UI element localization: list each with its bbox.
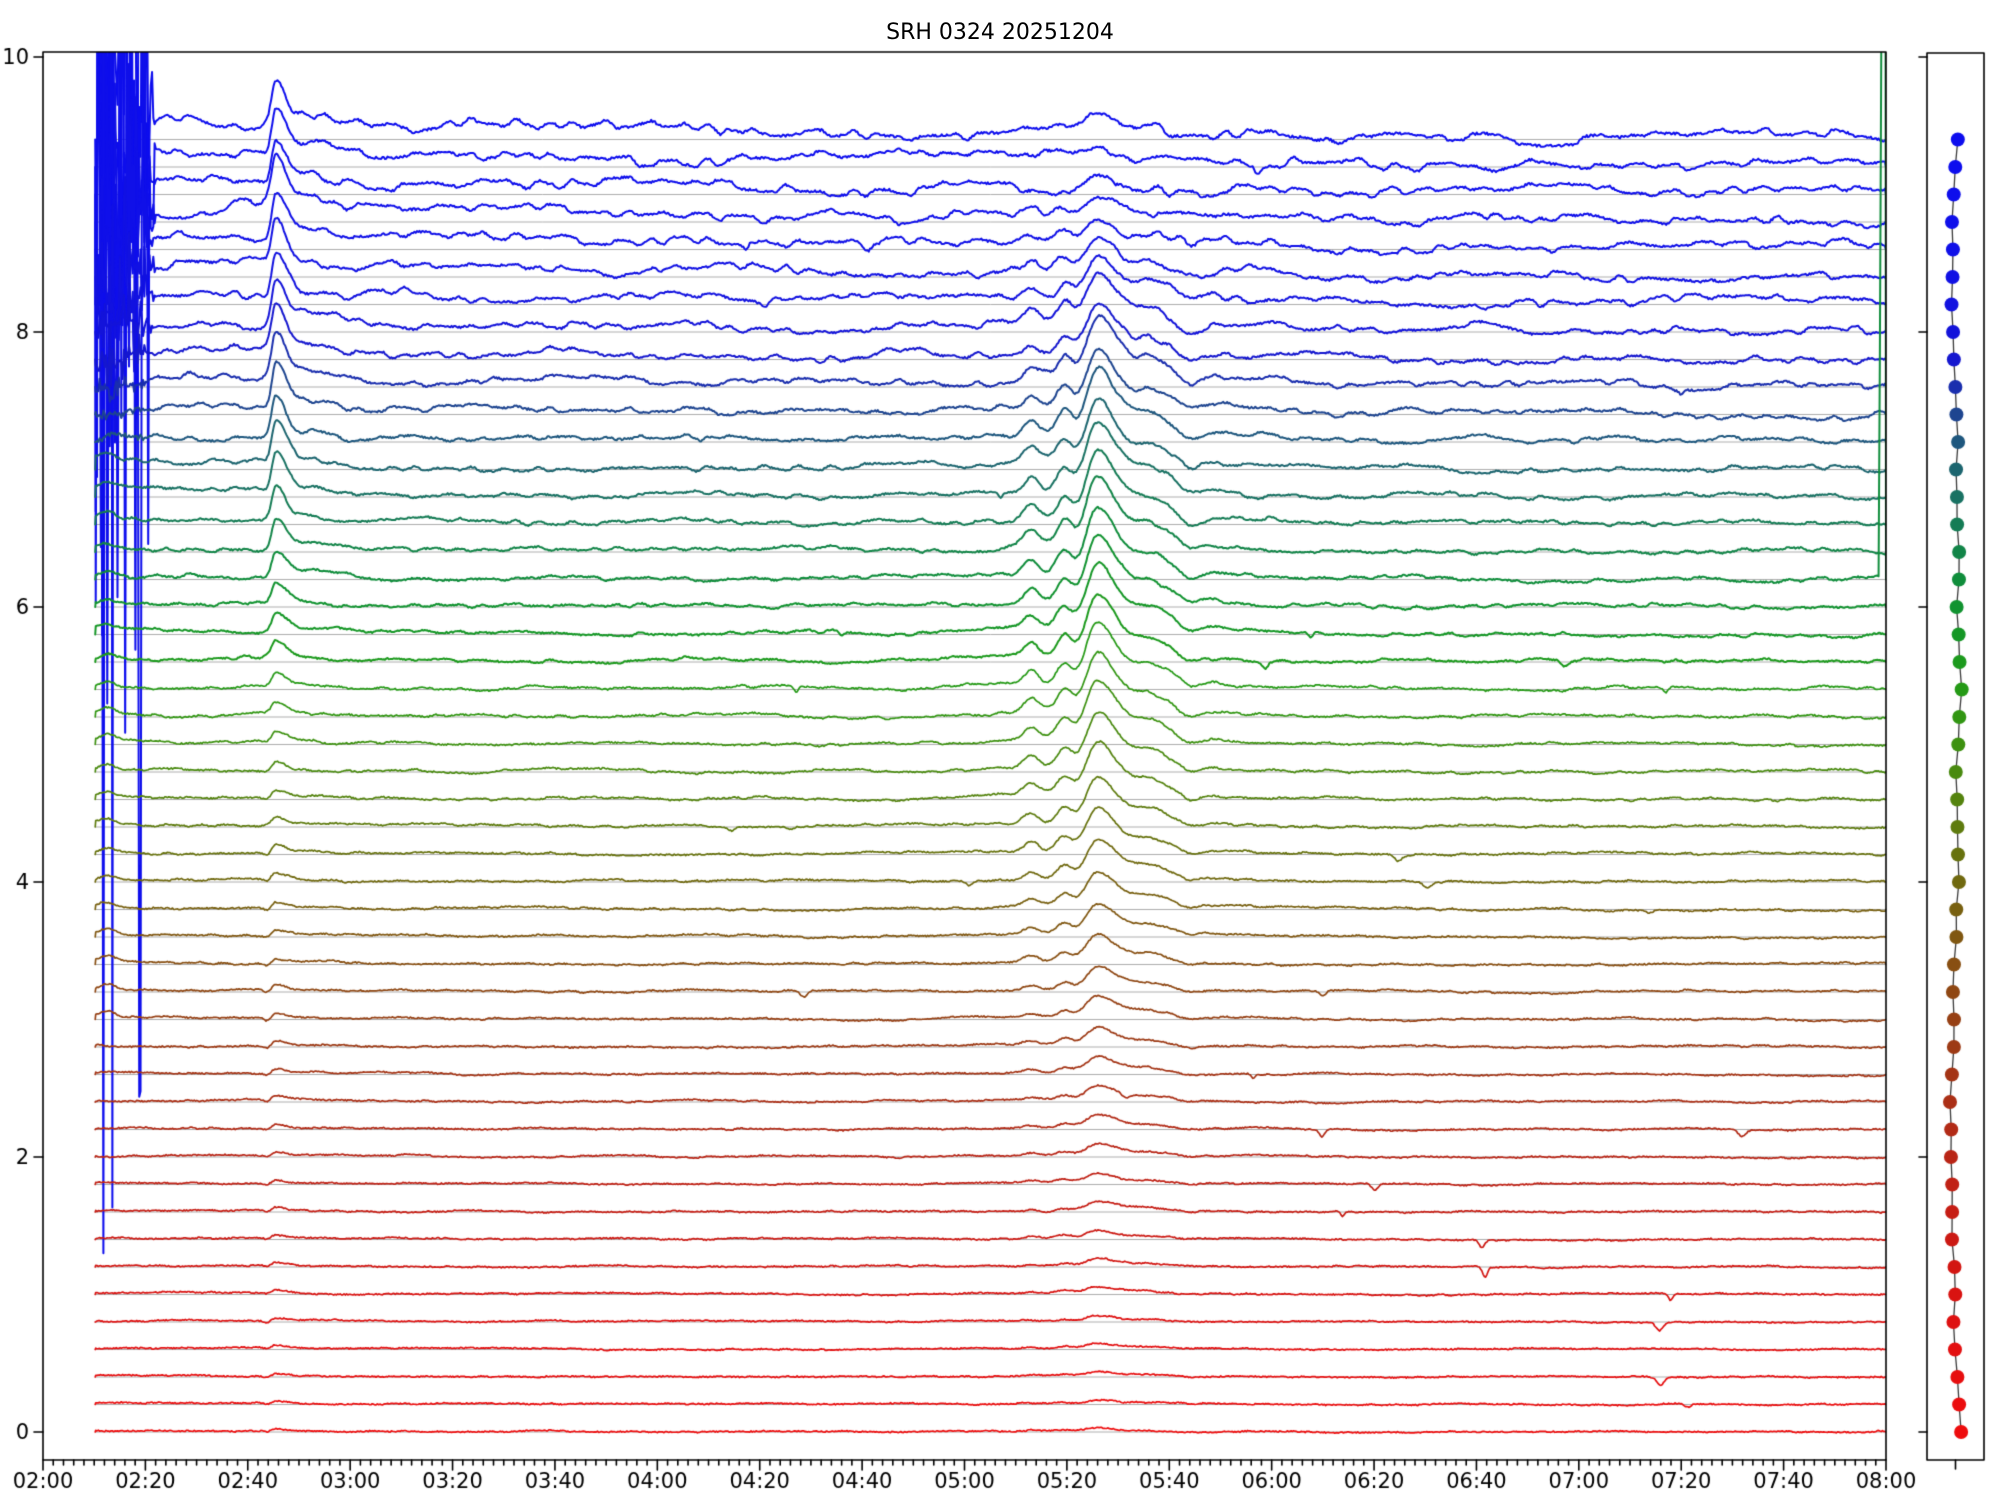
chart-title: SRH 0324 20251204	[886, 20, 1114, 45]
